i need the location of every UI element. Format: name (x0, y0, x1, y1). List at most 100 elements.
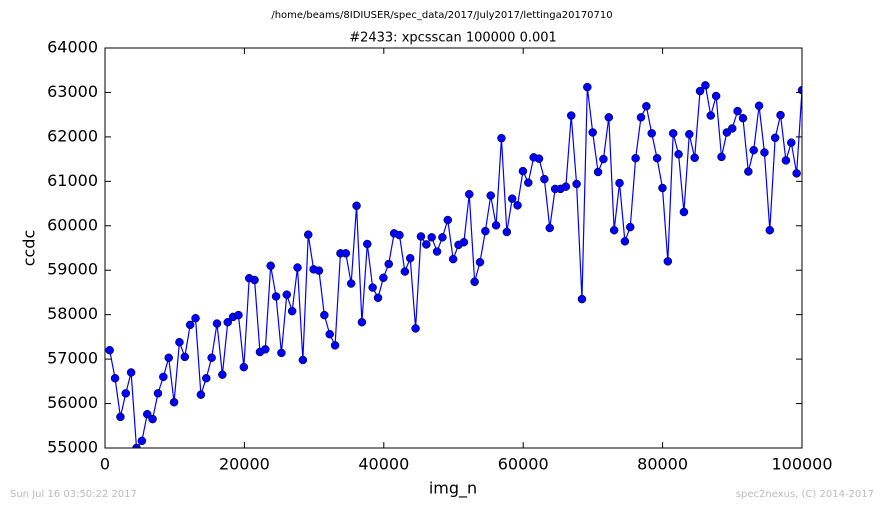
data-point (261, 345, 270, 354)
data-point (293, 263, 302, 272)
data-point (502, 227, 512, 237)
data-point (314, 266, 324, 275)
data-point (706, 111, 716, 120)
data-point (175, 337, 184, 347)
data-point (497, 133, 506, 143)
data-point (787, 138, 796, 147)
data-point (647, 129, 656, 138)
data-point (668, 129, 678, 138)
y-axis-label: ccdc (20, 230, 39, 267)
data-point (159, 372, 168, 382)
data-point (185, 320, 195, 330)
data-point (770, 133, 780, 143)
data-point (652, 153, 662, 163)
plot-area (105, 81, 802, 448)
data-point (432, 247, 442, 256)
data-point (298, 355, 308, 365)
axes-frame (104, 47, 803, 449)
data-point (132, 443, 141, 448)
data-point (202, 373, 211, 383)
data-point (486, 191, 495, 200)
footer-right: spec2nexus, (C) 2014-2017 (736, 489, 874, 500)
x-tick-label: 20000 (219, 455, 270, 474)
data-point (330, 341, 340, 350)
data-point (207, 353, 216, 363)
data-point (223, 317, 232, 327)
data-point (346, 279, 356, 288)
data-point (405, 253, 415, 263)
x-tick-label: 0 (100, 455, 110, 474)
data-point (609, 225, 619, 235)
y-tick-label: 61000 (47, 171, 98, 190)
data-point (717, 152, 726, 162)
data-point (507, 194, 517, 203)
data-point (701, 81, 710, 90)
y-tick-label: 62000 (47, 126, 98, 145)
data-point (566, 111, 576, 120)
data-point (180, 352, 190, 362)
data-point (400, 267, 410, 276)
data-point (287, 306, 297, 316)
x-tick-label: 100000 (771, 455, 832, 474)
data-point (679, 207, 689, 217)
data-point (642, 101, 651, 111)
data-point (690, 153, 699, 163)
data-point (513, 201, 522, 210)
y-tick-label: 60000 (47, 215, 98, 234)
data-point (577, 294, 587, 304)
data-point (588, 128, 597, 137)
data-point (411, 324, 420, 333)
y-tick-label: 56000 (47, 393, 98, 412)
data-point (599, 154, 608, 164)
data-point (438, 233, 447, 242)
data-point (352, 201, 361, 211)
data-point (191, 313, 200, 323)
data-point (169, 397, 179, 407)
data-point (727, 124, 737, 133)
y-tick-label: 55000 (47, 438, 98, 457)
data-point (239, 362, 249, 372)
data-point (631, 153, 640, 163)
data-point (110, 373, 120, 383)
data-point (196, 390, 206, 399)
data-point (754, 101, 764, 111)
data-point (491, 221, 501, 230)
data-point (658, 183, 667, 193)
data-point (250, 275, 259, 285)
data-point (271, 292, 281, 301)
data-point (105, 345, 114, 355)
x-tick-label: 60000 (498, 455, 549, 474)
series-line (109, 84, 802, 448)
data-point (776, 110, 785, 120)
data-point (781, 156, 791, 165)
data-point (266, 261, 275, 271)
data-point (615, 178, 624, 188)
data-point (744, 167, 753, 176)
data-point (685, 129, 694, 139)
data-point (357, 317, 367, 327)
data-point (395, 230, 404, 240)
data-point (470, 277, 479, 287)
data-point (572, 179, 581, 189)
data-point (711, 91, 721, 101)
x-tick-label: 80000 (637, 455, 688, 474)
data-point (738, 113, 748, 123)
data-point (427, 233, 436, 242)
data-point (534, 154, 544, 163)
data-point (663, 257, 673, 266)
data-point (695, 86, 705, 96)
data-point (545, 223, 555, 233)
data-point (379, 273, 388, 283)
data-point (459, 237, 469, 247)
data-point (341, 249, 351, 258)
data-point (368, 283, 377, 292)
data-point (604, 113, 614, 122)
data-point (303, 230, 313, 239)
data-point (620, 237, 630, 246)
data-point (540, 174, 549, 184)
data-point (384, 259, 393, 269)
data-point (164, 353, 173, 363)
data-point (733, 106, 742, 116)
y-tick-label: 64000 (47, 38, 98, 57)
